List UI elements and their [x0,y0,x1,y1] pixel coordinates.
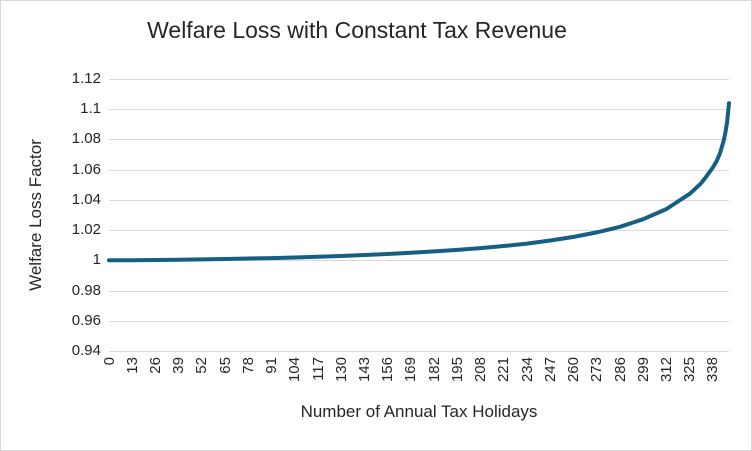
series-layer [107,101,731,263]
y-tick-label: 1 [92,251,101,269]
x-tick-label: 247 [541,357,559,383]
y-tick-label: 1.02 [71,221,101,239]
x-tick-label: 182 [425,357,443,383]
x-tick: 130 [333,356,350,382]
gridline [109,138,729,140]
y-tick-label: 1.1 [80,100,101,118]
x-tick-label: 26 [146,357,164,374]
y-tick-label: 1.12 [71,70,101,87]
x-tick-label: 273 [588,357,606,383]
y-tick-label: 1.06 [71,160,101,178]
x-tick: 260 [565,356,582,382]
x-tick: 234 [519,356,536,382]
x-tick: 286 [612,356,629,382]
x-tick: 143 [356,356,373,382]
x-tick-label: 52 [193,357,211,374]
gridline [109,108,729,110]
x-tick: 0 [101,356,118,365]
x-tick-label: 325 [681,357,699,383]
x-tick: 338 [704,356,721,382]
x-tick-label: 130 [332,357,350,383]
x-tick: 169 [402,356,419,382]
gridline [109,229,729,231]
x-tick: 325 [681,356,698,382]
x-tick-label: 13 [123,357,141,374]
gridline [109,78,729,80]
x-tick: 78 [240,356,257,374]
x-tick: 52 [193,356,210,374]
x-tick-label: 78 [239,357,257,374]
x-tick-label: 221 [495,357,513,383]
x-tick-label: 156 [379,357,397,383]
gridline [109,320,729,322]
y-tick-label: 0.98 [71,281,101,299]
y-tick-label: 1.04 [71,190,101,208]
x-tick: 65 [217,356,234,374]
y-tick-label: 0.96 [71,311,101,329]
y-tick-label: 0.94 [71,342,101,359]
x-tick-label: 117 [309,357,327,381]
x-tick: 117 [310,356,327,381]
x-tick: 208 [472,356,489,382]
x-tick: 299 [635,356,652,382]
x-tick-label: 234 [518,357,536,383]
x-tick-label: 195 [448,357,466,383]
x-tick: 312 [658,356,675,382]
x-tick-label: 143 [356,357,373,383]
x-tick: 156 [379,356,396,382]
x-tick-label: 312 [657,357,675,383]
x-tick: 104 [286,356,303,382]
gridline [109,259,729,261]
plot-area [107,78,731,352]
x-tick-label: 91 [263,357,281,374]
x-tick: 221 [495,356,512,382]
x-tick-label: 208 [472,357,490,383]
x-tick-label: 0 [100,357,118,366]
x-tick: 195 [449,356,466,382]
x-tick-label: 104 [286,357,304,383]
data-line-welfare-loss-factor [107,101,731,263]
x-tick-label: 39 [170,357,188,374]
y-tick-label: 1.08 [71,130,101,148]
x-tick-label: 65 [216,357,234,374]
x-axis-title: Number of Annual Tax Holidays [300,402,538,421]
chart-title: Welfare Loss with Constant Tax Revenue [147,17,567,43]
x-tick-label: 286 [611,357,629,383]
gridline [109,199,729,201]
gridline [109,290,729,292]
x-tick: 13 [124,356,141,374]
x-tick-label: 299 [634,357,652,383]
x-tick: 26 [147,356,164,374]
gridline [109,169,729,171]
x-tick-label: 338 [704,357,722,383]
x-tick: 247 [542,356,559,382]
x-tick: 39 [170,356,187,374]
x-tick: 273 [588,356,605,382]
x-tick-label: 169 [402,357,420,383]
x-tick: 91 [263,356,280,374]
x-tick-label: 260 [565,357,583,383]
x-tick: 182 [426,356,443,382]
y-axis-title-box: Welfare Loss Factor [25,79,47,351]
gridline [109,350,729,352]
